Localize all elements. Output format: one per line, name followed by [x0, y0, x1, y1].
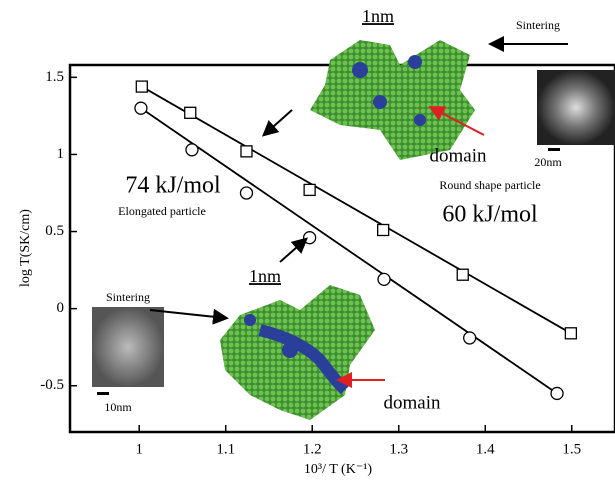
annotation: 60 kJ/mol: [442, 202, 538, 228]
annotation: Elongated particle: [118, 204, 206, 218]
marker: [135, 102, 147, 114]
annotation: domain: [430, 145, 487, 166]
y-axis-label: log T(SK/cm): [18, 209, 33, 287]
particle-bottom: [220, 285, 375, 420]
x-axis-label: 10³/ T (K⁻¹): [304, 462, 372, 477]
y-tick-label: 0.5: [45, 223, 64, 239]
marker: [378, 224, 389, 235]
tem-image: [537, 70, 615, 145]
scale-bar: [548, 148, 560, 151]
x-tick-label: 1.2: [303, 441, 322, 457]
y-tick-label: 1.5: [45, 69, 64, 85]
marker: [240, 187, 252, 199]
x-tick-label: 1: [135, 441, 143, 457]
arrow: [280, 240, 305, 262]
arrow: [265, 110, 292, 134]
x-tick-label: 1.3: [389, 441, 408, 457]
y-tick-label: 1: [57, 146, 65, 162]
marker: [457, 269, 468, 280]
marker: [186, 144, 198, 156]
x-tick-label: 1.5: [562, 441, 581, 457]
y-tick-label: 0: [57, 300, 65, 316]
marker: [304, 232, 316, 244]
marker: [185, 107, 196, 118]
annotation: 10nm: [104, 400, 132, 414]
annotation: Sintering: [516, 18, 560, 32]
annotation: Round shape particle: [439, 178, 540, 192]
annotation: 74 kJ/mol: [125, 173, 221, 199]
annotation: 1nm: [249, 266, 281, 286]
annotation: 20nm: [534, 155, 562, 169]
annotation: Sintering: [106, 290, 150, 304]
marker: [378, 273, 390, 285]
annotation: domain: [384, 392, 441, 413]
x-tick-label: 1.4: [476, 441, 495, 457]
marker: [565, 328, 576, 339]
marker: [551, 387, 563, 399]
y-tick-label: -0.5: [40, 377, 64, 393]
annotation: 1nm: [362, 6, 394, 26]
marker: [304, 184, 315, 195]
marker: [136, 81, 147, 92]
tem-image: [92, 307, 164, 387]
scale-bar: [97, 392, 109, 395]
particle-top: [310, 40, 475, 160]
chart: 1 1.1 1.2 1.3 1.4 1.5 1.5 1 0.5 0 -0.5 1nm Sinteri…: [0, 0, 615, 490]
x-tick-label: 1.1: [216, 441, 235, 457]
marker: [241, 146, 252, 157]
marker: [464, 332, 476, 344]
